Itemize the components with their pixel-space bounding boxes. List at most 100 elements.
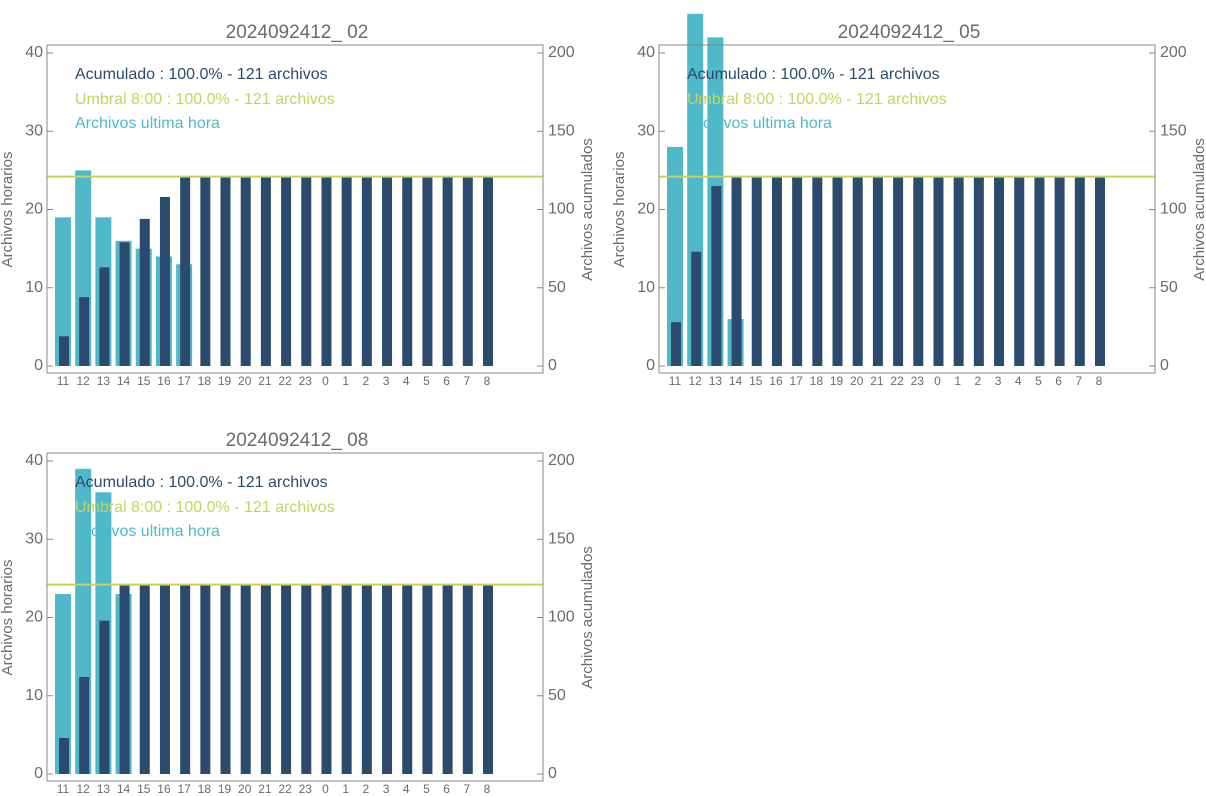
cumulative-bar [341, 584, 352, 774]
cumulative-bar [1054, 176, 1065, 366]
legend-entry: Umbral 8:00 : 100.0% - 121 archivos [687, 91, 947, 108]
x-tick-label: 12 [689, 374, 703, 388]
x-tick-label: 22 [278, 374, 292, 388]
x-tick-label: 4 [403, 374, 410, 388]
x-tick-label: 14 [117, 374, 131, 388]
hourly-bar [667, 146, 683, 366]
y2-tick-label: 200 [548, 44, 575, 61]
y2-tick-label: 0 [548, 357, 557, 374]
hourly-bar [55, 217, 71, 366]
x-tick-label: 5 [1035, 374, 1042, 388]
cumulative-bar [893, 176, 904, 366]
x-tick-label: 1 [954, 374, 961, 388]
x-tick-label: 6 [1055, 374, 1062, 388]
cumulative-bar [59, 738, 69, 774]
x-tick-label: 17 [177, 782, 191, 796]
legend-entry: Umbral 8:00 : 100.0% - 121 archivos [75, 499, 335, 516]
x-tick-label: 1 [342, 782, 349, 796]
cumulative-bar [59, 336, 69, 366]
cumulative-bar [119, 242, 130, 366]
legend-entry: Umbral 8:00 : 100.0% - 121 archivos [75, 91, 335, 108]
cumulative-bar [180, 176, 191, 366]
y2-tick-label: 200 [548, 452, 575, 469]
x-tick-label: 12 [77, 782, 91, 796]
y2-axis-label: Archivos acumulados [579, 546, 596, 689]
x-tick-label: 16 [157, 374, 171, 388]
legend-entry: Archivos ultima hora [75, 523, 220, 540]
cumulative-bar [200, 176, 211, 366]
y-axis-label: Archivos horarios [0, 152, 16, 268]
x-tick-label: 2 [363, 374, 370, 388]
x-tick-label: 6 [443, 782, 450, 796]
x-tick-label: 11 [57, 782, 70, 796]
x-tick-label: 23 [299, 374, 313, 388]
cumulative-bar [422, 584, 433, 774]
cumulative-bar [442, 584, 453, 774]
y-tick-label: 40 [637, 44, 655, 61]
cumulative-bar [321, 176, 332, 366]
cumulative-bar [731, 176, 742, 366]
y2-tick-label: 50 [548, 687, 566, 704]
y-tick-label: 10 [25, 279, 43, 296]
x-tick-label: 23 [299, 782, 313, 796]
cumulative-bar [711, 186, 722, 366]
cumulative-bar [402, 584, 413, 774]
cumulative-bar [812, 176, 823, 366]
cumulative-bar [260, 584, 271, 774]
cumulative-bar [482, 176, 493, 366]
cumulative-bar [220, 584, 231, 774]
y2-tick-label: 0 [1160, 357, 1169, 374]
x-tick-label: 8 [484, 782, 491, 796]
y2-tick-label: 100 [1160, 201, 1187, 218]
cumulative-bar [442, 176, 453, 366]
cumulative-bar [240, 176, 251, 366]
hourly-bar [55, 594, 71, 774]
y2-tick-label: 150 [1160, 122, 1187, 139]
cumulative-bar [994, 176, 1005, 366]
cumulative-bar [281, 176, 292, 366]
cumulative-bar [321, 584, 332, 774]
x-tick-label: 0 [322, 374, 329, 388]
cumulative-bar [913, 176, 924, 366]
x-tick-label: 3 [995, 374, 1002, 388]
legend-entry: Acumulado : 100.0% - 121 archivos [687, 66, 940, 83]
x-tick-label: 18 [810, 374, 824, 388]
cumulative-bar [99, 267, 110, 366]
x-tick-label: 8 [1096, 374, 1103, 388]
y-tick-label: 20 [25, 609, 43, 626]
cumulative-bar [79, 297, 90, 366]
y2-tick-label: 50 [1160, 279, 1178, 296]
cumulative-bar [671, 322, 681, 366]
cumulative-bar [260, 176, 271, 366]
x-tick-label: 2 [363, 782, 370, 796]
y2-tick-label: 150 [548, 122, 575, 139]
x-tick-label: 21 [258, 374, 272, 388]
cumulative-bar [139, 584, 150, 774]
cumulative-bar [220, 176, 231, 366]
cumulative-bar [180, 584, 191, 774]
x-tick-label: 3 [383, 782, 390, 796]
x-tick-label: 17 [177, 374, 191, 388]
cumulative-bar [402, 176, 413, 366]
x-tick-label: 14 [117, 782, 131, 796]
cumulative-bar [341, 176, 352, 366]
cumulative-bar [1014, 176, 1025, 366]
y-tick-label: 30 [25, 122, 43, 139]
x-tick-label: 13 [709, 374, 723, 388]
y2-axis-label: Archivos acumulados [579, 138, 596, 281]
cumulative-bar [382, 584, 393, 774]
x-tick-label: 6 [443, 374, 450, 388]
x-tick-label: 15 [137, 374, 151, 388]
cumulative-bar [872, 176, 883, 366]
cumulative-bar [852, 176, 863, 366]
cumulative-bar [139, 218, 150, 366]
cumulative-bar [1094, 176, 1105, 366]
x-tick-label: 21 [258, 782, 272, 796]
y-tick-label: 10 [25, 687, 43, 704]
cumulative-bar [1034, 176, 1045, 366]
x-tick-label: 15 [137, 782, 151, 796]
cumulative-bar [281, 584, 292, 774]
